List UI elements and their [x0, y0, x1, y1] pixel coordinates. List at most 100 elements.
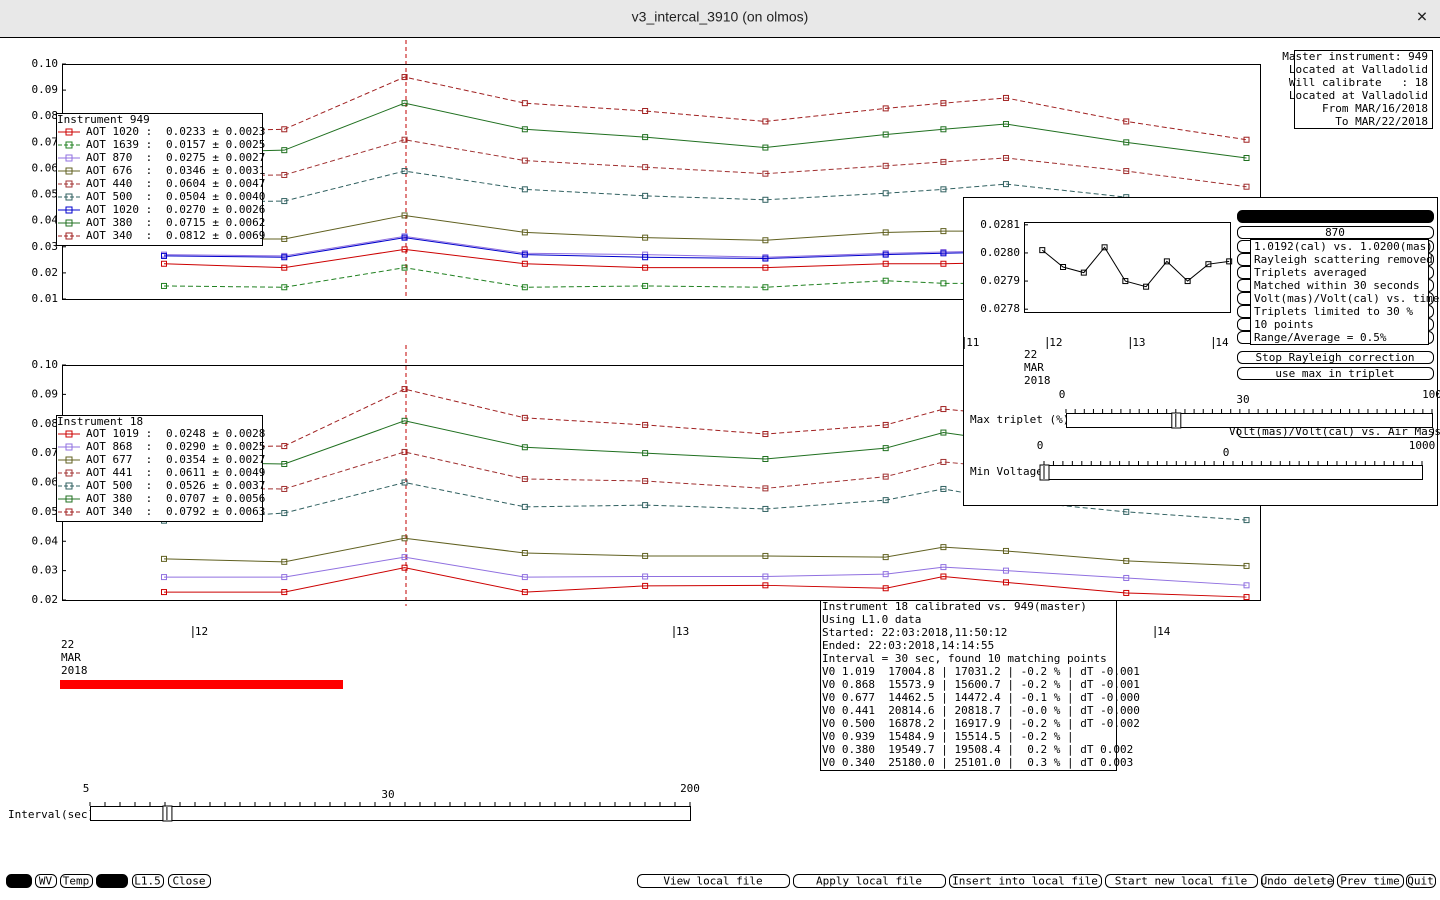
slider-track[interactable]	[90, 806, 691, 821]
point-marker	[401, 479, 408, 486]
point-marker	[1122, 278, 1129, 285]
point-marker	[401, 417, 408, 424]
button-label[interactable]: Start new local file	[1115, 875, 1247, 888]
title-bar	[0, 0, 1440, 37]
button[interactable]	[949, 874, 1102, 888]
master-box	[1294, 50, 1433, 129]
point-marker	[1123, 118, 1130, 125]
button-label[interactable]: View local file	[663, 875, 762, 888]
legend-stats: 0.0354 ± 0.0027	[166, 453, 265, 466]
point-marker	[401, 554, 408, 561]
point-marker	[1243, 183, 1250, 190]
point-marker	[762, 284, 769, 291]
button-label[interactable]: AOT	[9, 875, 29, 888]
legend-title: Instrument 949	[57, 113, 150, 126]
slider-track[interactable]	[1044, 465, 1423, 480]
legend-name: AOT 441 :	[86, 466, 152, 479]
series-line	[163, 537, 1247, 567]
point-marker	[401, 264, 408, 271]
y-tick-label: 0.09	[32, 387, 59, 400]
point-marker	[521, 550, 528, 556]
button-label[interactable]: Insert into local file	[952, 875, 1098, 888]
point-marker	[521, 444, 528, 451]
point-marker	[281, 485, 288, 492]
point-marker	[160, 252, 167, 259]
point-marker	[521, 229, 528, 236]
button-label[interactable]: Close	[172, 875, 205, 888]
legend-name: AOT 1020 :	[86, 203, 152, 216]
panel-button-label[interactable]: Stop Rayleigh correction	[1256, 351, 1415, 364]
button[interactable]	[637, 874, 790, 888]
legend-stats: 0.0504 ± 0.0040	[166, 190, 265, 203]
panel-button-label[interactable]: use max in triplet	[1275, 367, 1394, 380]
button[interactable]	[60, 874, 93, 888]
button-label[interactable]: Prev time	[1340, 875, 1400, 888]
slider-track[interactable]	[1066, 413, 1433, 428]
button[interactable]	[132, 874, 164, 888]
button[interactable]	[168, 874, 211, 888]
point-marker	[642, 254, 649, 261]
point-marker	[940, 564, 947, 571]
legend-stats: 0.0611 ± 0.0049	[166, 466, 265, 479]
legend-name: AOT 500 :	[86, 190, 152, 203]
series-line	[163, 139, 1247, 188]
panel-button[interactable]	[1237, 351, 1434, 364]
button[interactable]	[1105, 874, 1258, 888]
button-label[interactable]: L1.0	[98, 875, 125, 888]
wavelength-button-label[interactable]: 1020	[1322, 210, 1349, 223]
bottom-bar: Interval(sec) 5 200 30 AOT WV Temp L1.0 L1.5 Clos…	[6, 782, 1436, 888]
button[interactable]	[6, 874, 32, 888]
point-marker	[642, 264, 649, 271]
point-marker	[762, 255, 769, 262]
point-marker	[281, 574, 288, 581]
close-icon[interactable]: ✕	[1416, 9, 1428, 25]
button-label[interactable]: Temp	[63, 875, 90, 888]
y-tick-label: 0.08	[32, 109, 59, 122]
slider-max: 200	[680, 782, 700, 795]
button[interactable]	[35, 874, 57, 888]
legend-marker	[65, 443, 73, 451]
legend-stats: 0.0270 ± 0.0026	[166, 203, 265, 216]
point-marker	[642, 421, 649, 428]
point-marker	[882, 131, 889, 138]
point-marker	[882, 473, 889, 480]
point-marker	[762, 505, 769, 512]
point-marker	[281, 198, 288, 205]
point-marker	[1002, 567, 1009, 574]
button[interactable]	[96, 874, 128, 888]
legend-name: AOT 440 :	[86, 177, 152, 190]
button[interactable]	[1261, 874, 1334, 888]
y-tick-label: 0.05	[32, 505, 59, 518]
button[interactable]	[793, 874, 946, 888]
point-marker	[882, 554, 889, 561]
button-label[interactable]: Quit	[1407, 875, 1434, 888]
wavelength-button[interactable]	[1237, 210, 1434, 223]
mode-button-label[interactable]: Volt(mas)/Volt(cal) vs. Air Mass	[1229, 425, 1440, 438]
report-line: Interval = 30 sec, found 10 matching poi…	[822, 652, 1107, 665]
legend-stats: 0.0526 ± 0.0037	[166, 479, 265, 492]
report-line: V0 0.500 16878.2 | 16917.9 | -0.2 % | dT…	[822, 717, 1140, 730]
wavelength-button[interactable]	[1237, 226, 1434, 239]
plot-frame	[1024, 222, 1231, 313]
progress-bar	[60, 680, 343, 689]
button-label[interactable]: L1.5	[134, 875, 161, 888]
point-marker	[401, 386, 408, 393]
x-tick-label: 12	[195, 625, 208, 638]
slider-min: 0	[1037, 439, 1044, 452]
point-marker	[521, 260, 528, 267]
y-tick-label: 0.02	[32, 593, 59, 606]
button-label[interactable]: Apply local file	[816, 875, 922, 888]
button[interactable]	[1337, 874, 1404, 888]
button-label[interactable]: WV	[39, 875, 53, 888]
wavelength-button-label[interactable]: 870	[1325, 226, 1345, 239]
legend-title: Instrument 18	[57, 415, 143, 428]
panel-button[interactable]	[1237, 367, 1434, 380]
point-marker	[521, 475, 528, 482]
button-label[interactable]: Undo delete	[1261, 875, 1334, 888]
master-line: Located at Valladolid	[1289, 89, 1428, 102]
point-marker	[281, 510, 288, 517]
y-tick-label: 0.0280	[980, 246, 1020, 259]
button[interactable]	[1406, 874, 1436, 888]
series-line	[163, 267, 1247, 288]
